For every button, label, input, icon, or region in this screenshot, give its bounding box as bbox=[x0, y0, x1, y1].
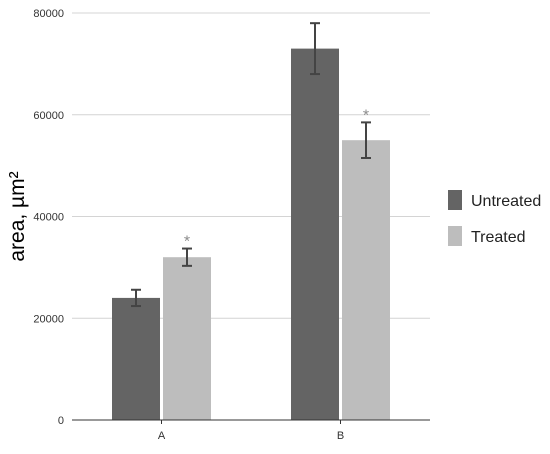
y-axis-label: area, µm² bbox=[6, 171, 29, 261]
legend: Untreated Treated bbox=[448, 190, 541, 246]
y-tick-label: 80000 bbox=[33, 8, 64, 20]
legend-label-treated: Treated bbox=[471, 229, 526, 246]
bars bbox=[112, 48, 390, 421]
bar-a-untreated bbox=[112, 297, 160, 420]
y-tick-label: 0 bbox=[58, 415, 64, 427]
significance-star: * bbox=[184, 234, 190, 251]
y-tick-label: 40000 bbox=[33, 212, 64, 224]
x-tick-label: A bbox=[158, 430, 166, 442]
y-tick-label: 20000 bbox=[33, 313, 64, 325]
significance-star: * bbox=[363, 107, 369, 124]
y-tick-label: 60000 bbox=[33, 110, 64, 122]
y-axis-ticks: 0 20000 40000 60000 80000 bbox=[33, 8, 64, 427]
bar-a-treated bbox=[163, 257, 211, 420]
bar-b-treated bbox=[342, 140, 390, 420]
legend-label-untreated: Untreated bbox=[471, 193, 541, 210]
error-bars bbox=[131, 22, 371, 308]
x-tick-label: B bbox=[337, 430, 344, 442]
legend-swatch-treated bbox=[448, 226, 462, 246]
significance-markers: ** bbox=[184, 107, 369, 250]
bar-b-untreated bbox=[291, 48, 339, 421]
legend-swatch-untreated bbox=[448, 190, 462, 210]
